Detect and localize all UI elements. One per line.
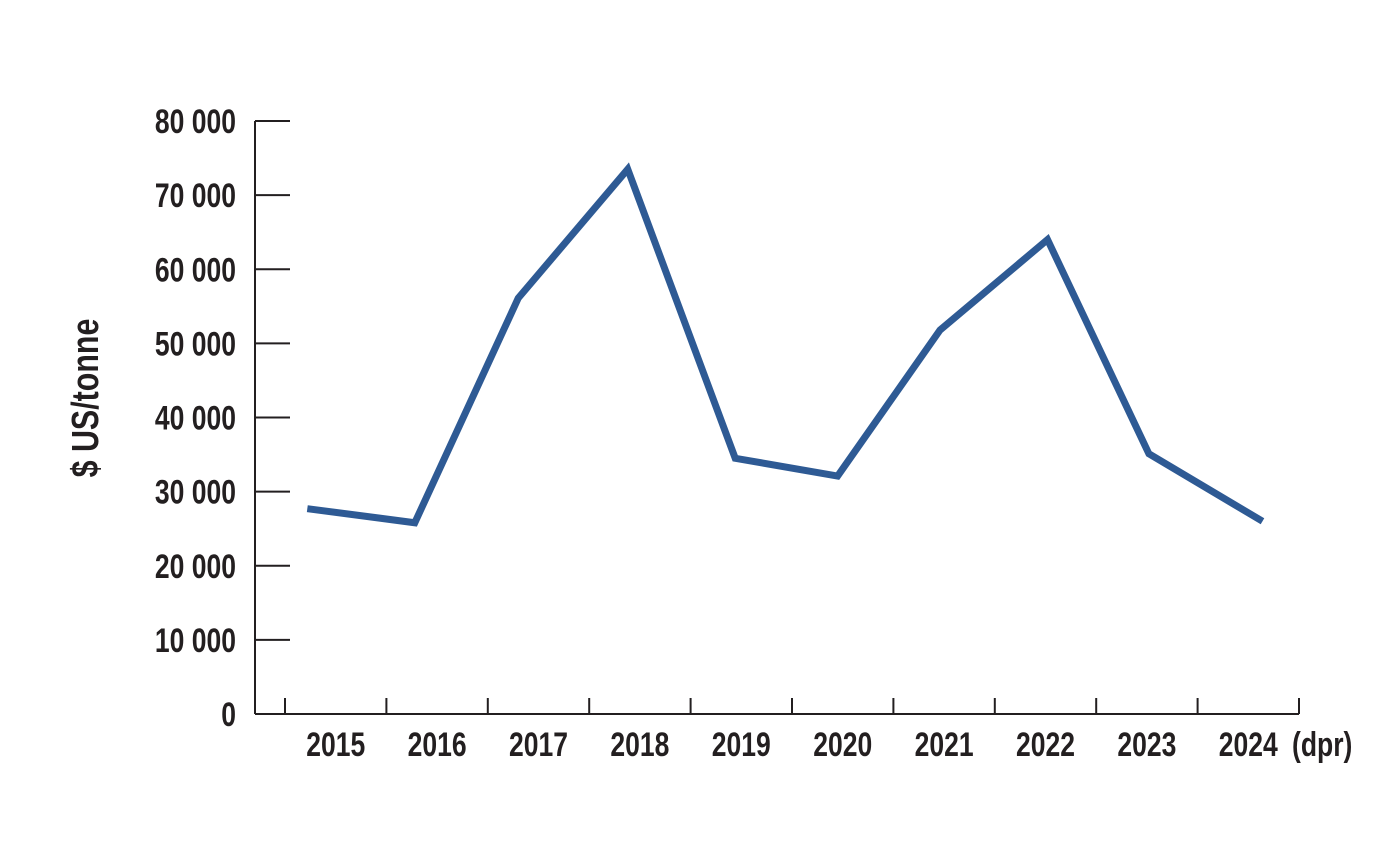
x-tick-label: 2016 <box>408 726 467 764</box>
x-tick-label: 2020 <box>813 726 872 764</box>
series-line <box>307 169 1262 523</box>
y-tick-label: 40 000 <box>155 399 236 437</box>
y-tick-label: 80 000 <box>155 103 236 141</box>
x-tick-label: 2017 <box>509 726 568 764</box>
x-tick-label: 2024 <box>1219 726 1278 764</box>
y-tick-label: 0 <box>221 696 236 734</box>
x-tick-label: 2015 <box>306 726 365 764</box>
y-tick-label: 30 000 <box>155 474 236 512</box>
x-tick-label: 2019 <box>712 726 771 764</box>
y-axis-label: $ US/tonne <box>65 319 107 478</box>
y-tick-label: 70 000 <box>155 177 236 215</box>
y-tick-label: 20 000 <box>155 548 236 586</box>
x-tick-label: 2022 <box>1016 726 1075 764</box>
y-tick-label: 60 000 <box>155 251 236 289</box>
x-tick-label: 2018 <box>610 726 669 764</box>
y-tick-label: 50 000 <box>155 325 236 363</box>
y-tick-label: 10 000 <box>155 622 236 660</box>
x-tick-label: 2021 <box>915 726 974 764</box>
x-tick-label: 2023 <box>1117 726 1176 764</box>
x-axis-suffix: (dpr) <box>1292 726 1352 764</box>
